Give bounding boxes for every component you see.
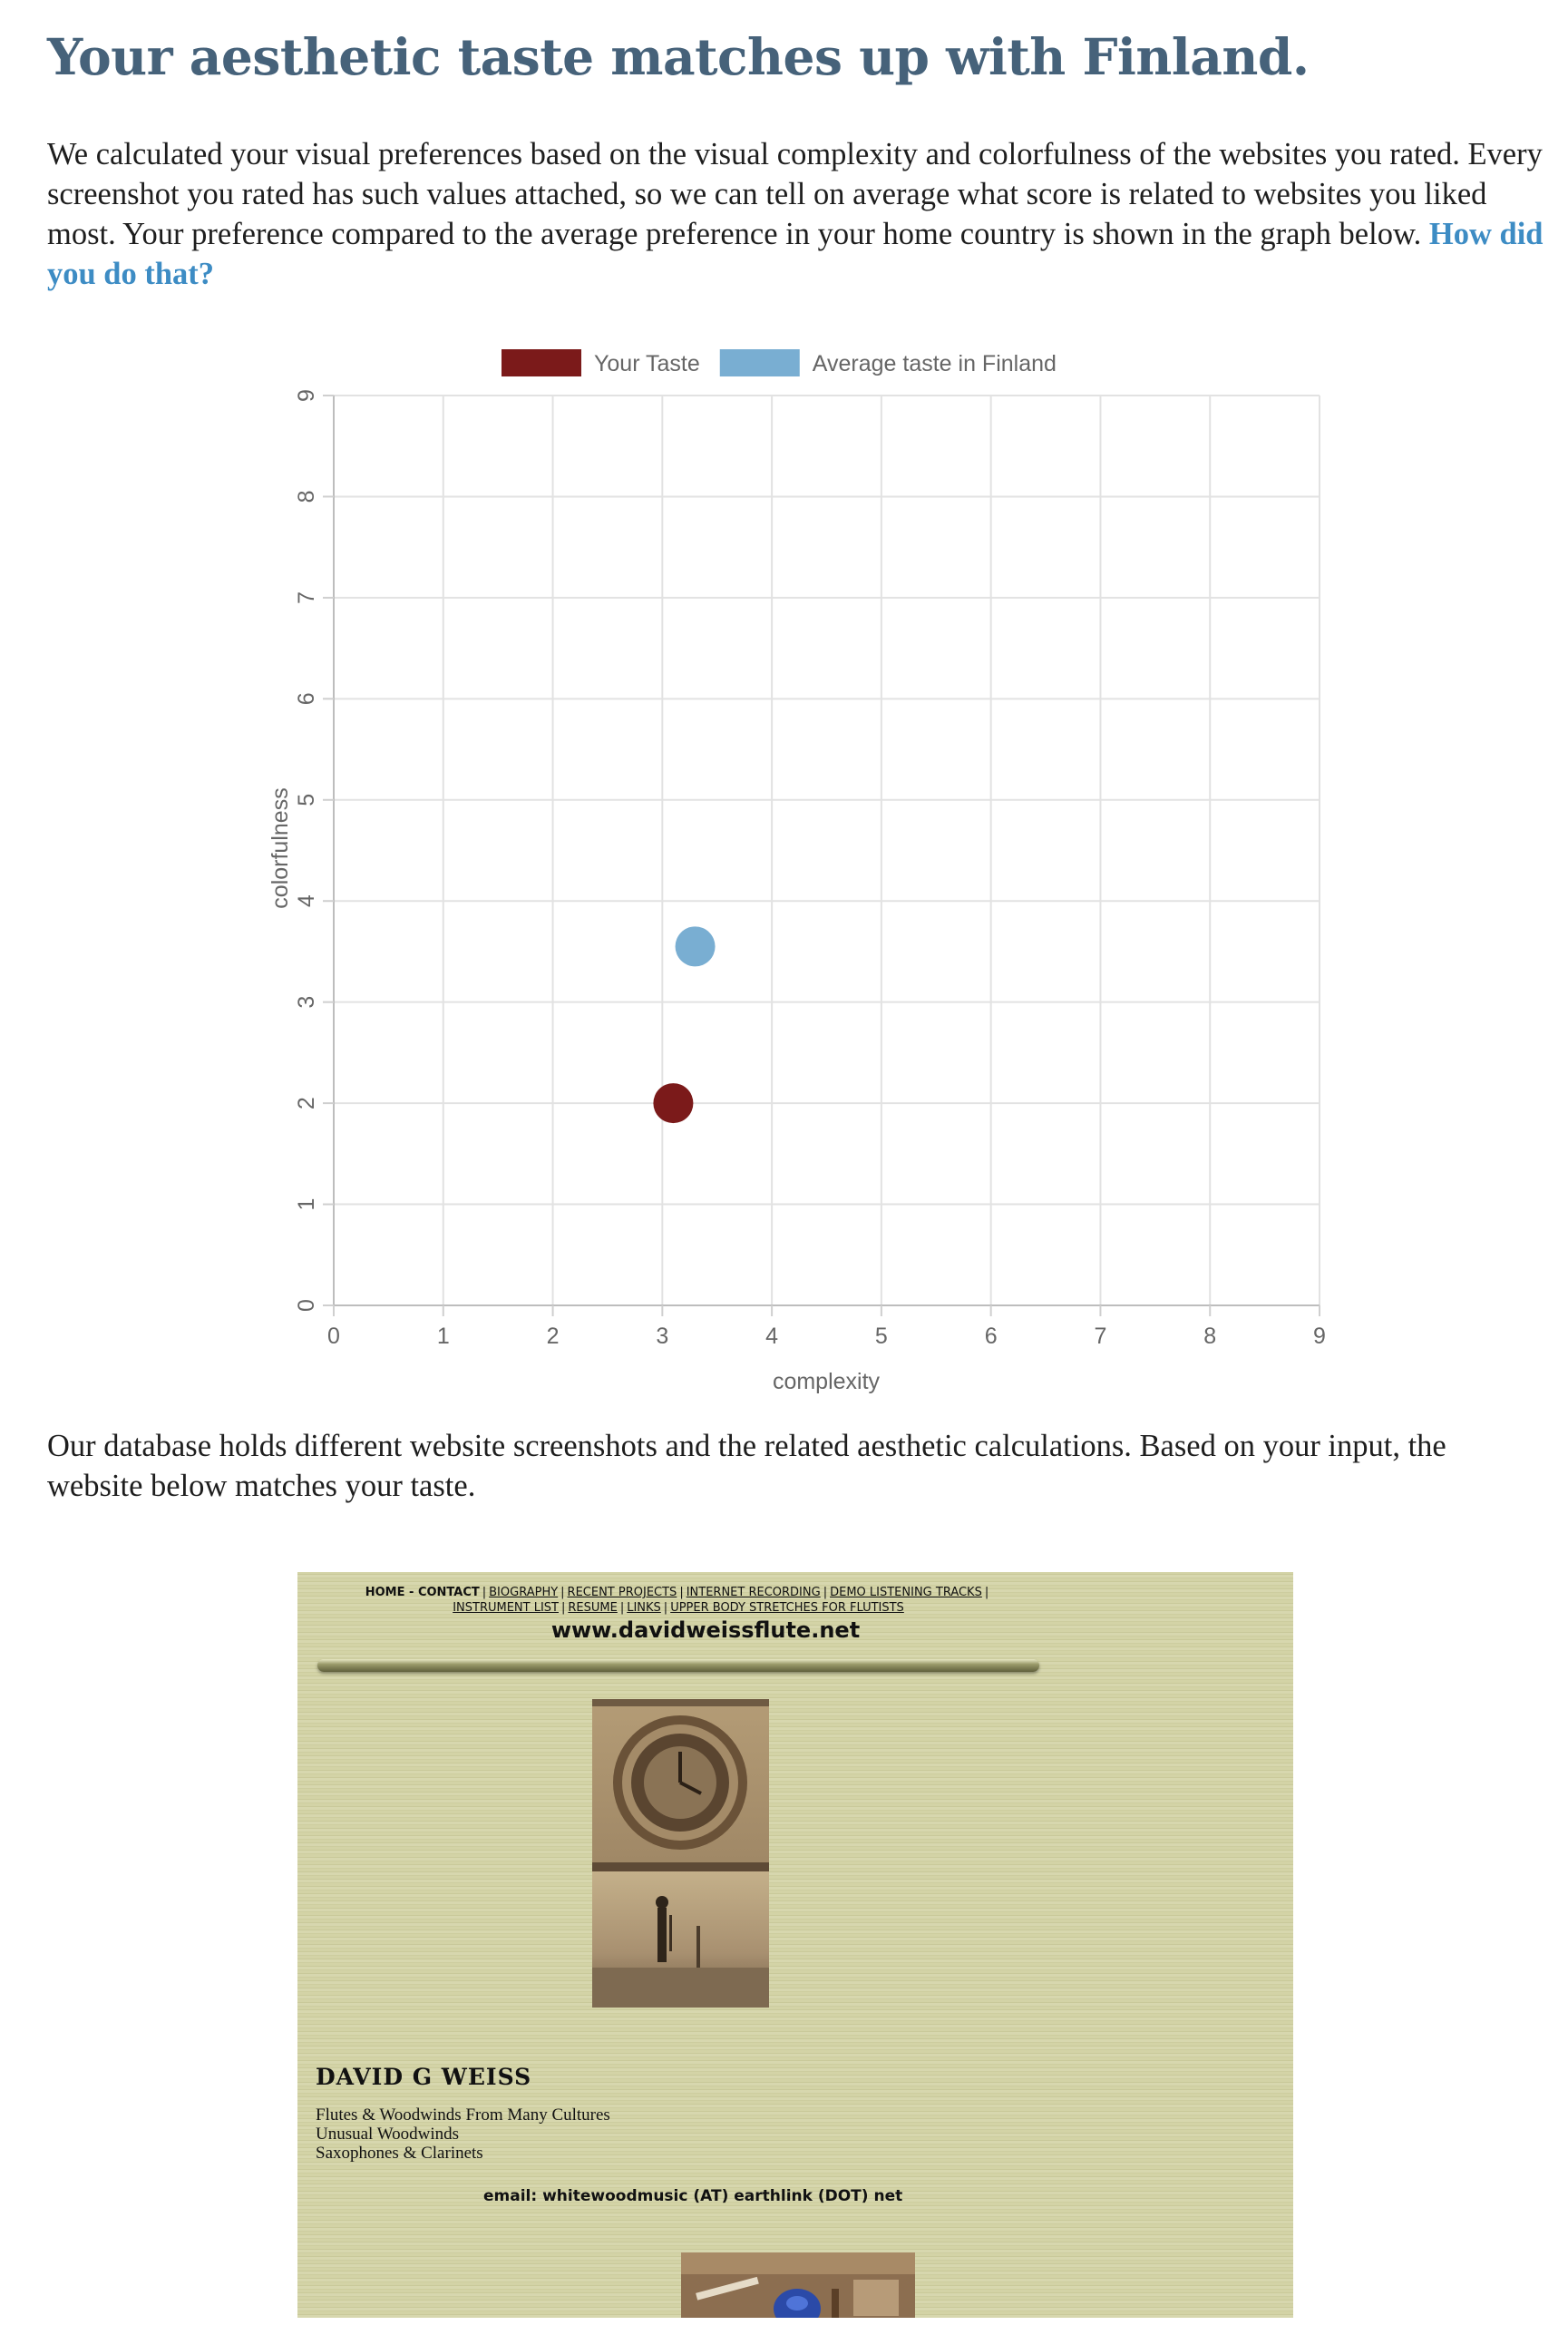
x-tick-label: 9	[1313, 1324, 1326, 1349]
nav-separator: |	[679, 1586, 684, 1599]
y-tick-label: 8	[294, 490, 319, 503]
x-tick-label: 8	[1203, 1324, 1216, 1349]
y-tick-label: 3	[294, 996, 319, 1009]
site-nav-row-1: HOME - CONTACT | BIOGRAPHY | RECENT PROJECTS…	[334, 1585, 1023, 1600]
y-tick-label: 7	[294, 591, 319, 604]
site-url-heading: www.davidweissflute.net	[550, 1617, 861, 1643]
chart-axes	[333, 396, 1320, 1306]
instruments-photo	[681, 2252, 915, 2318]
y-tick-label: 1	[294, 1198, 319, 1211]
chart-grid	[334, 395, 1320, 1305]
x-axis-label: complexity	[773, 1369, 881, 1394]
site-nav-link: BIOGRAPHY	[489, 1586, 559, 1599]
site-description-line: Saxophones & Clarinets	[316, 2144, 483, 2163]
legend-swatch	[502, 349, 581, 376]
nav-separator: |	[663, 1601, 668, 1615]
legend-label: Average taste in Finland	[813, 351, 1057, 376]
site-description-line: Unusual Woodwinds	[316, 2125, 460, 2144]
site-nav-link: DEMO LISTENING TRACKS	[830, 1586, 982, 1599]
site-nav-row-2: INSTRUMENT LIST | RESUME | LINKS | UPPER BODY …	[334, 1600, 1023, 1616]
legend-label: Your Taste	[594, 351, 700, 376]
site-nav-link: LINKS	[627, 1601, 661, 1615]
site-divider-bar	[317, 1659, 1039, 1672]
matched-website-screenshot: HOME - CONTACT | BIOGRAPHY | RECENT PROJECTS…	[297, 1572, 1293, 2318]
site-description-line: Flutes & Woodwinds From Many Cultures	[316, 2105, 610, 2125]
data-point	[653, 1083, 694, 1124]
site-nav-link: UPPER BODY STRETCHES FOR FLUTISTS	[670, 1601, 904, 1615]
x-tick-label: 4	[765, 1324, 778, 1349]
y-tick-label: 5	[294, 794, 319, 806]
y-axis-label: colorfulness	[268, 787, 293, 908]
x-tick-label: 6	[985, 1324, 998, 1349]
x-tick-label: 0	[327, 1324, 340, 1349]
y-tick-label: 4	[294, 894, 319, 907]
intro-text: We calculated your visual preferences ba…	[47, 137, 1543, 251]
site-owner-name: DAVID G WEISS	[316, 2064, 532, 2090]
data-point	[675, 926, 716, 967]
chart-legend: Your Taste Average taste in Finland	[502, 349, 1057, 376]
y-tick-label: 6	[294, 692, 319, 705]
x-tick-label: 1	[437, 1324, 450, 1349]
site-description: Flutes & Woodwinds From Many Cultures Un…	[316, 2105, 610, 2163]
site-nav-link: RECENT PROJECTS	[567, 1586, 677, 1599]
x-tick-label: 7	[1094, 1324, 1106, 1349]
site-nav-link: INTERNET RECORDING	[686, 1586, 821, 1599]
how-did-you-do-that-link[interactable]: How did you do that?	[47, 217, 1544, 291]
x-tick-label: 2	[547, 1324, 560, 1349]
y-tick-label: 2	[294, 1097, 319, 1109]
site-nav-home-contact: HOME - CONTACT	[365, 1586, 480, 1599]
y-tick-label: 9	[294, 389, 319, 402]
chart-points	[653, 926, 716, 1124]
x-tick-label: 3	[656, 1324, 668, 1349]
nav-separator: |	[560, 1601, 566, 1615]
site-navigation: HOME - CONTACT | BIOGRAPHY | RECENT PROJECTS…	[334, 1585, 1023, 1616]
nav-separator: |	[560, 1586, 565, 1599]
site-nav-link: INSTRUMENT LIST	[453, 1601, 559, 1615]
x-tick-label: 5	[875, 1324, 888, 1349]
nav-separator: |	[619, 1601, 625, 1615]
chart-ticks: 0 1 2 3 4 5 6 7 8 9 0 1 2 3 4 5 6 7 8 9	[294, 389, 1326, 1349]
intro-paragraph: We calculated your visual preferences ba…	[47, 134, 1544, 294]
y-tick-label: 0	[294, 1299, 319, 1312]
site-nav-link: RESUME	[568, 1601, 618, 1615]
taste-scatter-chart: Your Taste Average taste in Finland 0 1 2 3 4…	[268, 349, 1326, 1394]
clock-tower-photo	[592, 1699, 769, 2008]
nav-separator: |	[482, 1586, 487, 1599]
nav-separator: |	[823, 1586, 828, 1599]
match-paragraph: Our database holds different website scr…	[47, 1429, 1446, 1503]
page-title: Your aesthetic taste matches up with Fin…	[47, 27, 1310, 86]
legend-swatch	[719, 349, 800, 376]
site-email-line: email: whitewoodmusic (AT) earthlink (DO…	[483, 2187, 903, 2205]
nav-separator: |	[984, 1586, 989, 1599]
